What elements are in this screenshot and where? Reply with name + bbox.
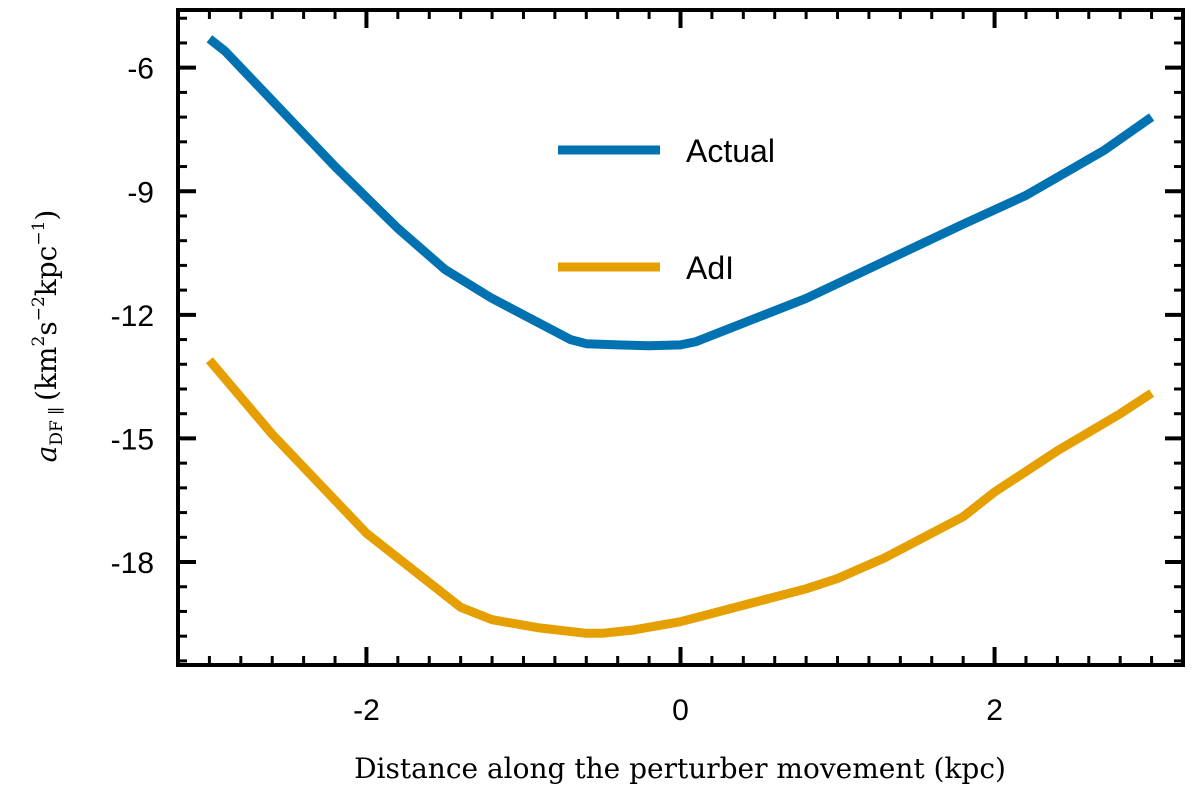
y-axis-unit-open: (km: [30, 347, 63, 401]
legend: Actual AdI: [558, 133, 775, 286]
x-axis-title: Distance along the perturber movement (k…: [354, 752, 1006, 785]
y-axis-unit-close: ): [30, 210, 63, 221]
series-lines: [205, 35, 1155, 638]
y-axis-title: aDF ∥ (km2s−2kpc−1): [29, 210, 67, 463]
y-axis-exp1: 2: [29, 336, 49, 347]
x-tick-label: 2: [986, 694, 1003, 727]
x-tick-label: 0: [672, 694, 689, 727]
y-tick-label: -18: [111, 547, 154, 580]
y-axis-unit-mid2: kpc: [30, 246, 63, 297]
y-axis-symbol: a: [30, 446, 63, 463]
x-tick-label: -2: [353, 694, 380, 727]
y-tick-label: -9: [127, 176, 154, 209]
y-tick-label: -15: [111, 423, 154, 456]
series-line-actual: [206, 35, 1155, 351]
y-axis-exp3: −1: [29, 221, 49, 246]
legend-label-actual: Actual: [686, 133, 775, 169]
y-tick-label: -6: [127, 53, 154, 86]
legend-label-adi: AdI: [686, 250, 734, 286]
y-axis-unit-mid: s: [30, 321, 63, 335]
y-axis-exp2: −2: [29, 296, 49, 321]
y-axis-subscript: DF ∥: [47, 407, 67, 446]
plot-frame: [176, 8, 1185, 667]
y-tick-label: -12: [111, 300, 154, 333]
series-line-adi: [205, 357, 1155, 638]
axis-ticks: -2 0 2 -6 -9 -12 -15 -18: [111, 10, 1185, 727]
